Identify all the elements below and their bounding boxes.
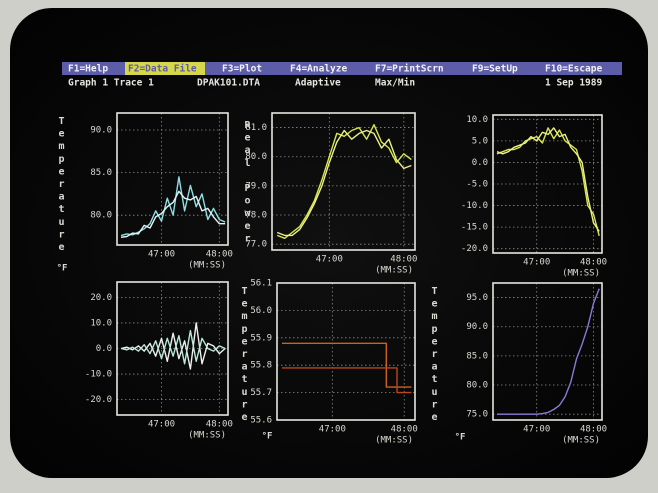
status-text: Max/Min [375,78,415,89]
y-tick-label: 95.0 [466,293,488,303]
x-axis-label: (MM:SS) [562,269,600,279]
x-tick-label: 48:00 [580,425,607,435]
x-axis-label: (MM:SS) [375,266,413,276]
y-unit: °F [57,264,68,274]
y-unit: °F [262,432,273,442]
x-tick-label: 47:00 [316,255,343,265]
menu-item[interactable]: F3=Plot [222,64,262,75]
menu-item[interactable]: F10=Escape [545,64,602,75]
status-text: Graph 1 Trace 1 [68,78,154,89]
y-tick-label: 85.0 [466,351,488,361]
y-tick-label: 75.0 [466,410,488,420]
y-tick-label: 56.1 [250,279,272,289]
y-tick-label: 55.9 [250,333,272,343]
x-tick-label: 47:00 [523,258,550,268]
menu-item[interactable]: F4=Analyze [290,64,347,75]
y-tick-label: 55.6 [250,416,272,426]
status-text: Adaptive [295,78,341,89]
y-tick-label: 80.0 [466,381,488,391]
y-tick-label: 55.7 [250,388,272,398]
y-axis-label: Temperature [239,286,250,425]
y-axis-label: Real Power [242,120,253,246]
y-tick-label: 56.0 [250,306,272,316]
y-tick-label: -10.0 [461,201,488,211]
status-text: DPAK101.DTA [197,78,260,89]
x-tick-label: 48:00 [206,420,233,430]
menu-item[interactable]: F9=SetUp [472,64,518,75]
y-tick-label: 10.0 [466,115,488,125]
page: {"menu": {"items": ["F1=Help", "F2=Data … [0,0,658,493]
x-axis-label: (MM:SS) [188,261,226,271]
menu-item[interactable]: F7=PrintScrn [375,64,444,75]
status-text: 1 Sep 1989 [545,78,602,89]
y-tick-label: 5.0 [472,136,488,146]
x-axis-label: (MM:SS) [375,436,413,446]
y-tick-label: -5.0 [466,180,488,190]
y-tick-label: 0.0 [96,344,112,354]
y-tick-label: 20.0 [90,293,112,303]
x-tick-label: 48:00 [391,425,418,435]
x-tick-label: 48:00 [580,258,607,268]
y-tick-label: 90.0 [466,322,488,332]
menu-item[interactable]: F2=Data File [128,64,197,75]
y-tick-label: 10.0 [90,318,112,328]
y-axis-label: Temperature [429,286,440,425]
y-axis-label: Temperature [56,116,67,255]
x-tick-label: 47:00 [148,420,175,430]
x-axis-label: (MM:SS) [562,436,600,446]
x-tick-label: 47:00 [319,425,346,435]
menu-item[interactable]: F1=Help [68,64,108,75]
menu-bar: F1=Help F2=Data File F3=Plot F4=Analyze F7=P… [62,62,622,75]
y-unit: °F [455,433,466,443]
x-tick-label: 47:00 [148,250,175,260]
screen-photo: F1=Help F2=Data File F3=Plot F4=Analyze F7=P… [0,0,658,493]
x-tick-label: 48:00 [206,250,233,260]
y-tick-label: 90.0 [90,126,112,136]
y-tick-label: 0.0 [472,158,488,168]
y-tick-label: -20.0 [461,244,488,254]
y-tick-label: -20.0 [85,395,112,405]
x-tick-label: 48:00 [390,255,417,265]
x-axis-label: (MM:SS) [188,431,226,441]
y-tick-label: -10.0 [85,370,112,380]
y-tick-label: 80.0 [90,211,112,221]
x-tick-label: 47:00 [523,425,550,435]
y-tick-label: 55.8 [250,361,272,371]
y-tick-label: -15.0 [461,223,488,233]
y-tick-label: 85.0 [90,168,112,178]
